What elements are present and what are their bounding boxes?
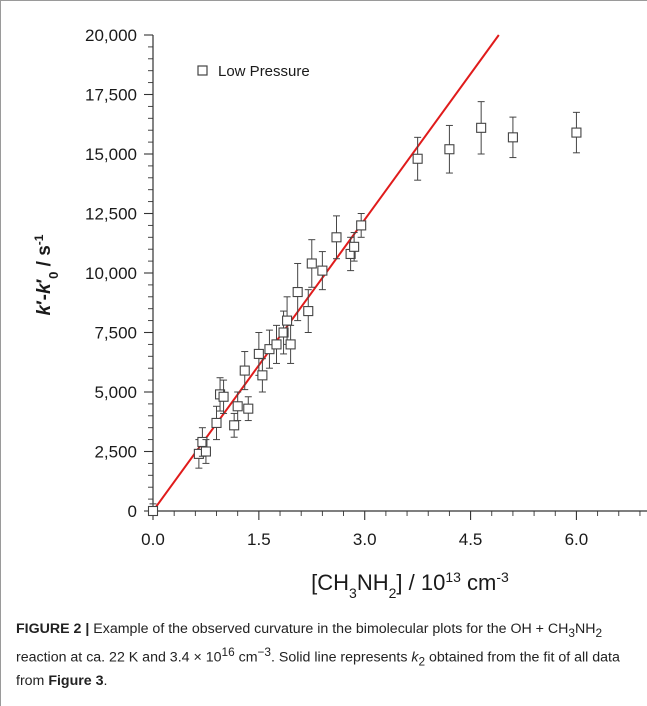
point-marker: [331, 232, 342, 243]
data-point: [349, 232, 360, 262]
data-point: [200, 439, 211, 464]
y-tick-label: 2,500: [94, 443, 137, 462]
data-point: [507, 116, 518, 159]
point-marker: [571, 127, 582, 138]
point-marker: [285, 339, 296, 350]
data-point: [232, 391, 243, 422]
caption-sub-2: 2: [595, 625, 603, 640]
data-point: [306, 239, 317, 288]
point-marker: [253, 348, 264, 359]
point-marker: [200, 446, 211, 457]
caption-sub-1: 3: [568, 625, 575, 640]
caption-label: FIGURE 2 |: [16, 621, 90, 637]
caption-text-7: .: [103, 673, 108, 690]
caption-text-3: reaction at ca. 22 K and 3.4 × 10: [16, 650, 222, 667]
data-point: [412, 136, 423, 181]
x-tick-label: 4.5: [459, 530, 483, 549]
y-tick-label: 17,500: [85, 86, 137, 105]
point-marker: [317, 265, 328, 276]
point-marker: [507, 132, 518, 143]
data-points: [147, 101, 582, 517]
y-tick-label: 15,000: [85, 145, 137, 164]
point-marker: [292, 286, 303, 298]
x-tick-label: 3.0: [353, 530, 377, 549]
data-point: [317, 251, 328, 291]
data-point: [229, 412, 240, 438]
point-marker: [349, 241, 360, 252]
caption-text-5: . Solid line represents: [271, 650, 412, 667]
data-point: [211, 405, 222, 441]
legend-label: Low Pressure: [218, 63, 310, 80]
caption-k: k: [411, 650, 419, 667]
point-marker: [218, 391, 229, 402]
data-point: [444, 124, 455, 174]
data-point: [285, 324, 296, 364]
data-point: [331, 215, 342, 260]
point-marker: [271, 339, 282, 350]
data-point: [243, 396, 254, 422]
legend: Low Pressure: [197, 63, 310, 80]
data-point: [292, 262, 303, 322]
point-marker: [211, 417, 222, 428]
x-axis-label: [CH3NH2] / 1013 cm-3: [311, 569, 509, 601]
point-marker: [278, 327, 289, 338]
point-marker: [444, 144, 455, 155]
data-point: [303, 289, 314, 333]
y-tick-label: 0: [128, 502, 137, 521]
caption-k-sub: 2: [418, 654, 426, 669]
y-tick-label: 5,000: [94, 383, 137, 402]
point-marker: [476, 122, 487, 133]
caption-figure-ref[interactable]: Figure 3: [48, 673, 104, 690]
caption-sup-2: −3: [257, 645, 272, 660]
point-marker: [356, 220, 367, 231]
axes: [152, 35, 647, 512]
y-tick-label: 12,500: [85, 205, 137, 224]
point-marker: [412, 153, 423, 164]
scatter-chart: 0 2,500 5,000 7,500 10,000 12,500 15,000 17,500…: [32, 26, 647, 601]
y-tick-label: 20,000: [85, 26, 137, 45]
data-point: [239, 351, 250, 391]
point-marker: [243, 403, 254, 414]
legend-marker: [197, 65, 208, 76]
point-marker: [306, 258, 317, 269]
point-marker: [303, 306, 314, 317]
x-tick-label: 0.0: [141, 530, 165, 549]
data-point: [356, 213, 367, 238]
x-tick-label: 6.0: [565, 530, 589, 549]
data-point: [271, 324, 282, 364]
point-marker: [229, 420, 240, 431]
frame-left-border: [0, 0, 1, 706]
figure-caption: FIGURE 2 | Example of the observed curva…: [16, 620, 641, 692]
tick-marks: [144, 34, 641, 520]
point-marker: [282, 315, 293, 326]
data-point: [218, 379, 229, 414]
y-tick-label: 7,500: [94, 324, 137, 343]
caption-text-1: Example of the observed curvature in the…: [89, 621, 569, 637]
point-marker: [257, 370, 268, 381]
caption-text-2: NH: [575, 621, 596, 637]
caption-text-6: obtained from the fit of all data from: [16, 650, 620, 690]
caption-sup-1: 16: [221, 645, 235, 660]
data-point: [147, 503, 159, 517]
point-marker: [232, 401, 243, 412]
y-axis-label: k′-k′0 / s-1: [32, 234, 61, 315]
point-marker: [239, 365, 250, 376]
data-point: [476, 101, 487, 155]
frame-top-border: [0, 0, 647, 1]
tick-labels: 0 2,500 5,000 7,500 10,000 12,500 15,000 17,500…: [85, 26, 588, 549]
y-tick-label: 10,000: [85, 264, 137, 283]
x-tick-label: 1.5: [247, 530, 271, 549]
point-marker: [147, 505, 159, 517]
caption-text-4: cm: [234, 650, 258, 667]
data-point: [571, 111, 582, 154]
data-point: [257, 358, 268, 393]
